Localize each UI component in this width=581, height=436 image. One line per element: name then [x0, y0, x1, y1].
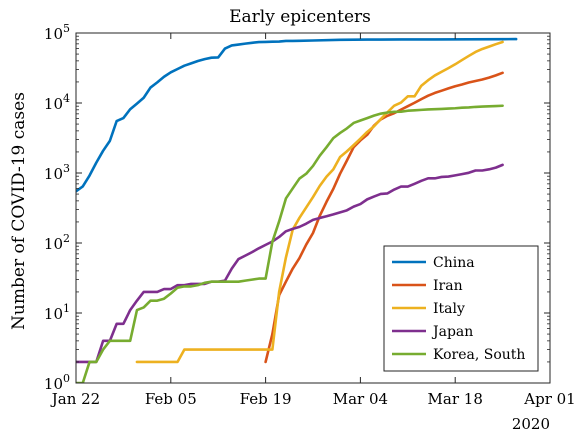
y-axis-label: Number of COVID-19 cases — [9, 92, 29, 330]
y-tick-label: 103 — [44, 162, 70, 183]
series-line-china — [76, 37, 518, 193]
y-tick-label: 100 — [44, 372, 70, 393]
y-tick-label: 105 — [44, 22, 70, 43]
legend-label: China — [433, 255, 475, 271]
y-tick-label: 104 — [44, 92, 70, 113]
legend-label: Japan — [431, 324, 473, 340]
y-tick-label: 101 — [44, 302, 70, 323]
series-line-korea-south — [76, 104, 504, 383]
legend-label: Italy — [433, 301, 465, 317]
chart-title: Early epicenters — [229, 7, 371, 27]
plot-area: 100 101 102 103 104 105 Jan 22 Feb 05 Feb 19 Mar … — [44, 22, 576, 433]
x-secondary-label: 2020 — [512, 415, 550, 433]
x-tick-label: Feb 19 — [240, 390, 292, 408]
x-tick-label: Apr 01 — [523, 390, 575, 408]
series-line-iran — [264, 71, 504, 364]
x-tick-label: Mar 18 — [428, 390, 483, 408]
x-tick-label: Jan 22 — [50, 390, 100, 408]
y-tick-label: 102 — [44, 232, 70, 253]
legend-label: Iran — [433, 278, 463, 294]
legend-label: Korea, South — [433, 347, 525, 363]
series-line-japan — [76, 163, 504, 364]
x-tick-label: Feb 05 — [145, 390, 197, 408]
plot-frame — [75, 32, 551, 384]
series-group — [76, 37, 518, 383]
x-tick-label: Mar 04 — [333, 390, 388, 408]
